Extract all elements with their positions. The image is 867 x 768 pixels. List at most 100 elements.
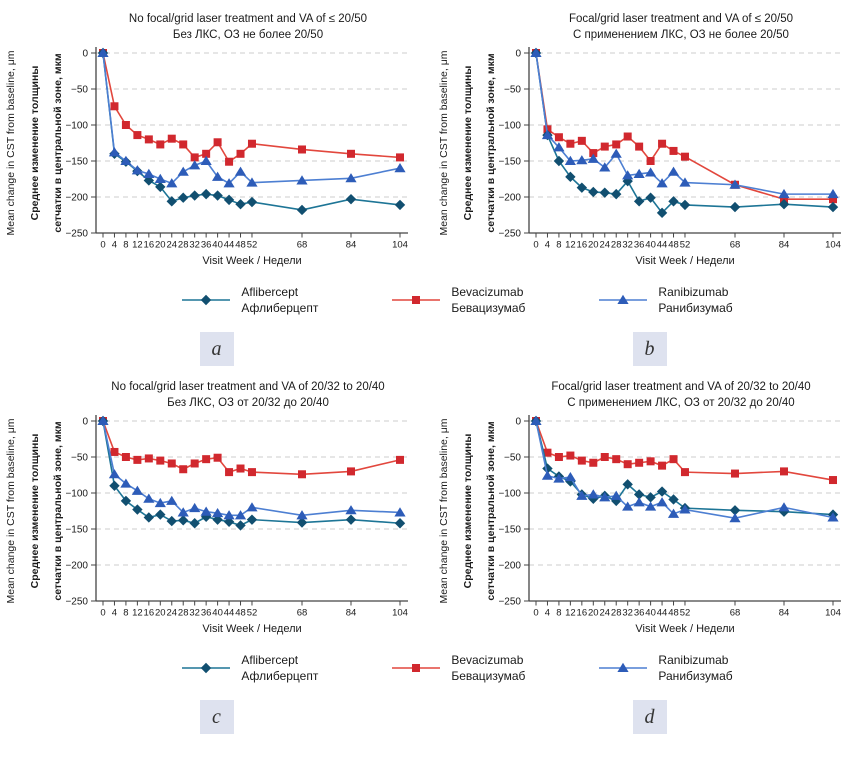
svg-text:16: 16 xyxy=(577,240,588,251)
svg-text:Visit Week / Недели: Visit Week / Недели xyxy=(635,255,734,267)
panel-label-c: c xyxy=(199,700,234,735)
triangle-marker-icon xyxy=(599,663,648,673)
svg-text:28: 28 xyxy=(178,608,189,619)
svg-text:0: 0 xyxy=(515,49,521,60)
svg-text:Среднее изменение толщины: Среднее изменение толщины xyxy=(462,66,474,221)
svg-text:−50: −50 xyxy=(71,85,88,96)
svg-text:−100: −100 xyxy=(498,489,521,500)
svg-text:20: 20 xyxy=(155,240,166,251)
diamond-marker-icon xyxy=(182,663,231,674)
svg-text:32: 32 xyxy=(622,608,633,619)
panel-d-title: Focal/grid laser treatment and VA of 20/… xyxy=(496,380,866,411)
svg-text:84: 84 xyxy=(346,608,357,619)
svg-text:68: 68 xyxy=(297,240,308,251)
svg-text:28: 28 xyxy=(178,240,189,251)
svg-text:0: 0 xyxy=(533,608,538,619)
panel-c: No focal/grid laser treatment and VA of … xyxy=(0,374,433,641)
svg-text:40: 40 xyxy=(645,240,656,251)
svg-text:−250: −250 xyxy=(65,597,88,608)
legend-bottom: Aflibercept Афлиберцепт Bevacizumab Бева… xyxy=(0,653,867,684)
svg-text:84: 84 xyxy=(779,608,790,619)
svg-text:сетчатки в центральной зоне, м: сетчатки в центральной зоне, мкм xyxy=(52,53,64,232)
svg-text:68: 68 xyxy=(730,240,741,251)
svg-text:Среднее изменение толщины: Среднее изменение толщины xyxy=(29,66,41,221)
legend-item-bevacizumab: Bevacizumab Бевацизумаб xyxy=(390,285,525,316)
svg-text:−50: −50 xyxy=(504,453,521,464)
svg-text:16: 16 xyxy=(577,608,588,619)
svg-text:84: 84 xyxy=(779,240,790,251)
triangle-marker-icon xyxy=(599,294,648,305)
svg-text:48: 48 xyxy=(235,240,246,251)
figure-root: No focal/grid laser treatment and VA of … xyxy=(0,6,867,735)
legend-label-aflibercept: Aflibercept Афлиберцепт xyxy=(241,653,319,683)
svg-text:32: 32 xyxy=(189,240,200,251)
svg-text:52: 52 xyxy=(680,608,691,619)
svg-text:0: 0 xyxy=(100,608,105,619)
svg-text:0: 0 xyxy=(82,49,88,60)
panel-d-title-en: Focal/grid laser treatment and VA of 20/… xyxy=(551,381,811,394)
panel-label-a: a xyxy=(199,332,234,367)
svg-text:104: 104 xyxy=(825,608,841,619)
svg-text:−200: −200 xyxy=(65,193,88,204)
panel-b: Focal/grid laser treatment and VA of ≤ 2… xyxy=(433,6,866,273)
svg-text:44: 44 xyxy=(224,608,235,619)
svg-text:32: 32 xyxy=(622,240,633,251)
square-marker-icon xyxy=(392,296,441,305)
svg-text:24: 24 xyxy=(599,240,610,251)
svg-text:36: 36 xyxy=(634,608,645,619)
svg-text:48: 48 xyxy=(235,608,246,619)
panel-c-title: No focal/grid laser treatment and VA of … xyxy=(63,380,433,411)
svg-text:12: 12 xyxy=(132,240,143,251)
svg-text:Mean change in CST from baseli: Mean change in CST from baseline, μm xyxy=(438,418,450,603)
svg-text:16: 16 xyxy=(144,608,155,619)
svg-text:52: 52 xyxy=(680,240,691,251)
svg-text:12: 12 xyxy=(565,608,576,619)
panel-b-title-en: Focal/grid laser treatment and VA of ≤ 2… xyxy=(568,13,794,25)
svg-text:52: 52 xyxy=(247,608,258,619)
svg-text:−150: −150 xyxy=(65,525,88,536)
legend-item-ranibizumab: Ranibizumab Ранибизумаб xyxy=(597,285,733,316)
svg-text:−100: −100 xyxy=(65,489,88,500)
panel-a-title: No focal/grid laser treatment and VA of … xyxy=(63,12,433,43)
legend-label-bevacizumab: Bevacizumab Бевацизумаб xyxy=(451,653,526,683)
svg-text:Среднее изменение толщины: Среднее изменение толщины xyxy=(29,434,41,589)
svg-text:12: 12 xyxy=(565,240,576,251)
svg-text:−200: −200 xyxy=(65,561,88,572)
svg-text:4: 4 xyxy=(545,240,550,251)
svg-text:4: 4 xyxy=(545,608,550,619)
panel-d: Focal/grid laser treatment and VA of 20/… xyxy=(433,374,866,641)
svg-text:0: 0 xyxy=(100,240,105,251)
svg-text:4: 4 xyxy=(112,240,117,251)
panel-c-title-en: No focal/grid laser treatment and VA of … xyxy=(111,381,385,394)
svg-text:0: 0 xyxy=(533,240,538,251)
svg-text:28: 28 xyxy=(611,608,622,619)
svg-text:−100: −100 xyxy=(498,121,521,132)
svg-text:−250: −250 xyxy=(65,229,88,240)
diamond-marker-icon xyxy=(182,294,231,306)
svg-text:8: 8 xyxy=(123,608,128,619)
svg-text:20: 20 xyxy=(155,608,166,619)
svg-text:Visit Week / Недели: Visit Week / Недели xyxy=(635,623,734,635)
svg-text:Среднее изменение толщины: Среднее изменение толщины xyxy=(462,434,474,589)
svg-text:16: 16 xyxy=(144,240,155,251)
legend-item-ranibizumab: Ranibizumab Ранибизумаб xyxy=(597,653,733,684)
svg-text:44: 44 xyxy=(657,240,668,251)
svg-text:8: 8 xyxy=(556,240,561,251)
svg-text:104: 104 xyxy=(392,240,408,251)
panel-letter-row-bottom: c d xyxy=(0,700,867,735)
square-marker-icon xyxy=(392,664,441,673)
svg-text:8: 8 xyxy=(556,608,561,619)
svg-text:−200: −200 xyxy=(498,193,521,204)
svg-text:Mean change in CST from baseli: Mean change in CST from baseline, μm xyxy=(5,50,17,235)
svg-text:20: 20 xyxy=(588,608,599,619)
svg-text:36: 36 xyxy=(201,240,212,251)
panel-b-title: Focal/grid laser treatment and VA of ≤ 2… xyxy=(496,12,866,43)
svg-text:52: 52 xyxy=(247,240,258,251)
svg-text:68: 68 xyxy=(297,608,308,619)
svg-text:−150: −150 xyxy=(498,525,521,536)
panel-b-title-ru: С применением ЛКС, ОЗ не более 20/50 xyxy=(573,28,789,41)
legend-label-ranibizumab: Ranibizumab Ранибизумаб xyxy=(658,653,733,683)
